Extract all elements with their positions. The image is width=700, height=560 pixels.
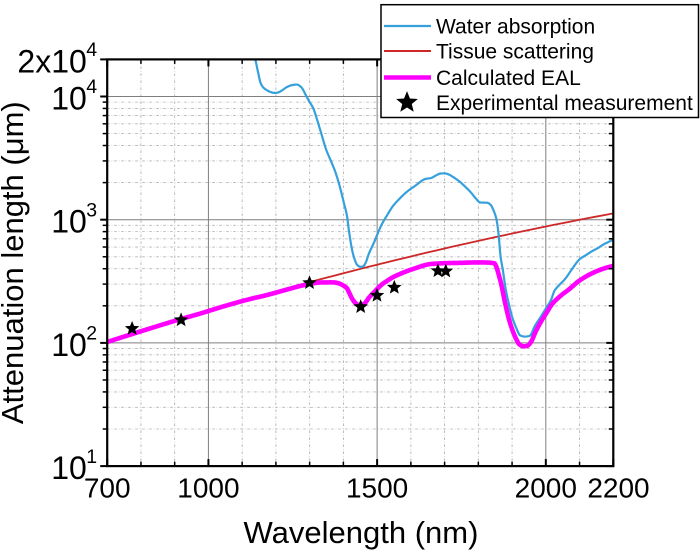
svg-text:3: 3 [86, 199, 97, 221]
svg-text:1: 1 [86, 446, 97, 468]
svg-text:Calculated EAL: Calculated EAL [436, 67, 581, 90]
svg-text:2000: 2000 [515, 473, 577, 504]
svg-text:10: 10 [51, 327, 87, 363]
svg-text:10: 10 [51, 204, 87, 240]
svg-text:Wavelength (nm): Wavelength (nm) [244, 515, 479, 550]
svg-text:2x10: 2x10 [17, 43, 86, 79]
svg-text:10: 10 [51, 80, 87, 116]
svg-text:1500: 1500 [346, 473, 408, 504]
svg-text:Tissue scattering: Tissue scattering [436, 41, 594, 64]
svg-text:700: 700 [84, 473, 131, 504]
svg-text:Experimental measurement: Experimental measurement [436, 92, 693, 115]
svg-text:10: 10 [51, 450, 87, 486]
svg-text:Water absorption: Water absorption [436, 16, 595, 39]
svg-text:2200: 2200 [587, 473, 649, 504]
svg-text:1000: 1000 [177, 473, 239, 504]
svg-text:2: 2 [86, 323, 97, 345]
svg-text:4: 4 [86, 76, 97, 98]
svg-text:Attenuation length (μm): Attenuation length (μm) [0, 101, 30, 424]
svg-text:4: 4 [86, 39, 97, 61]
